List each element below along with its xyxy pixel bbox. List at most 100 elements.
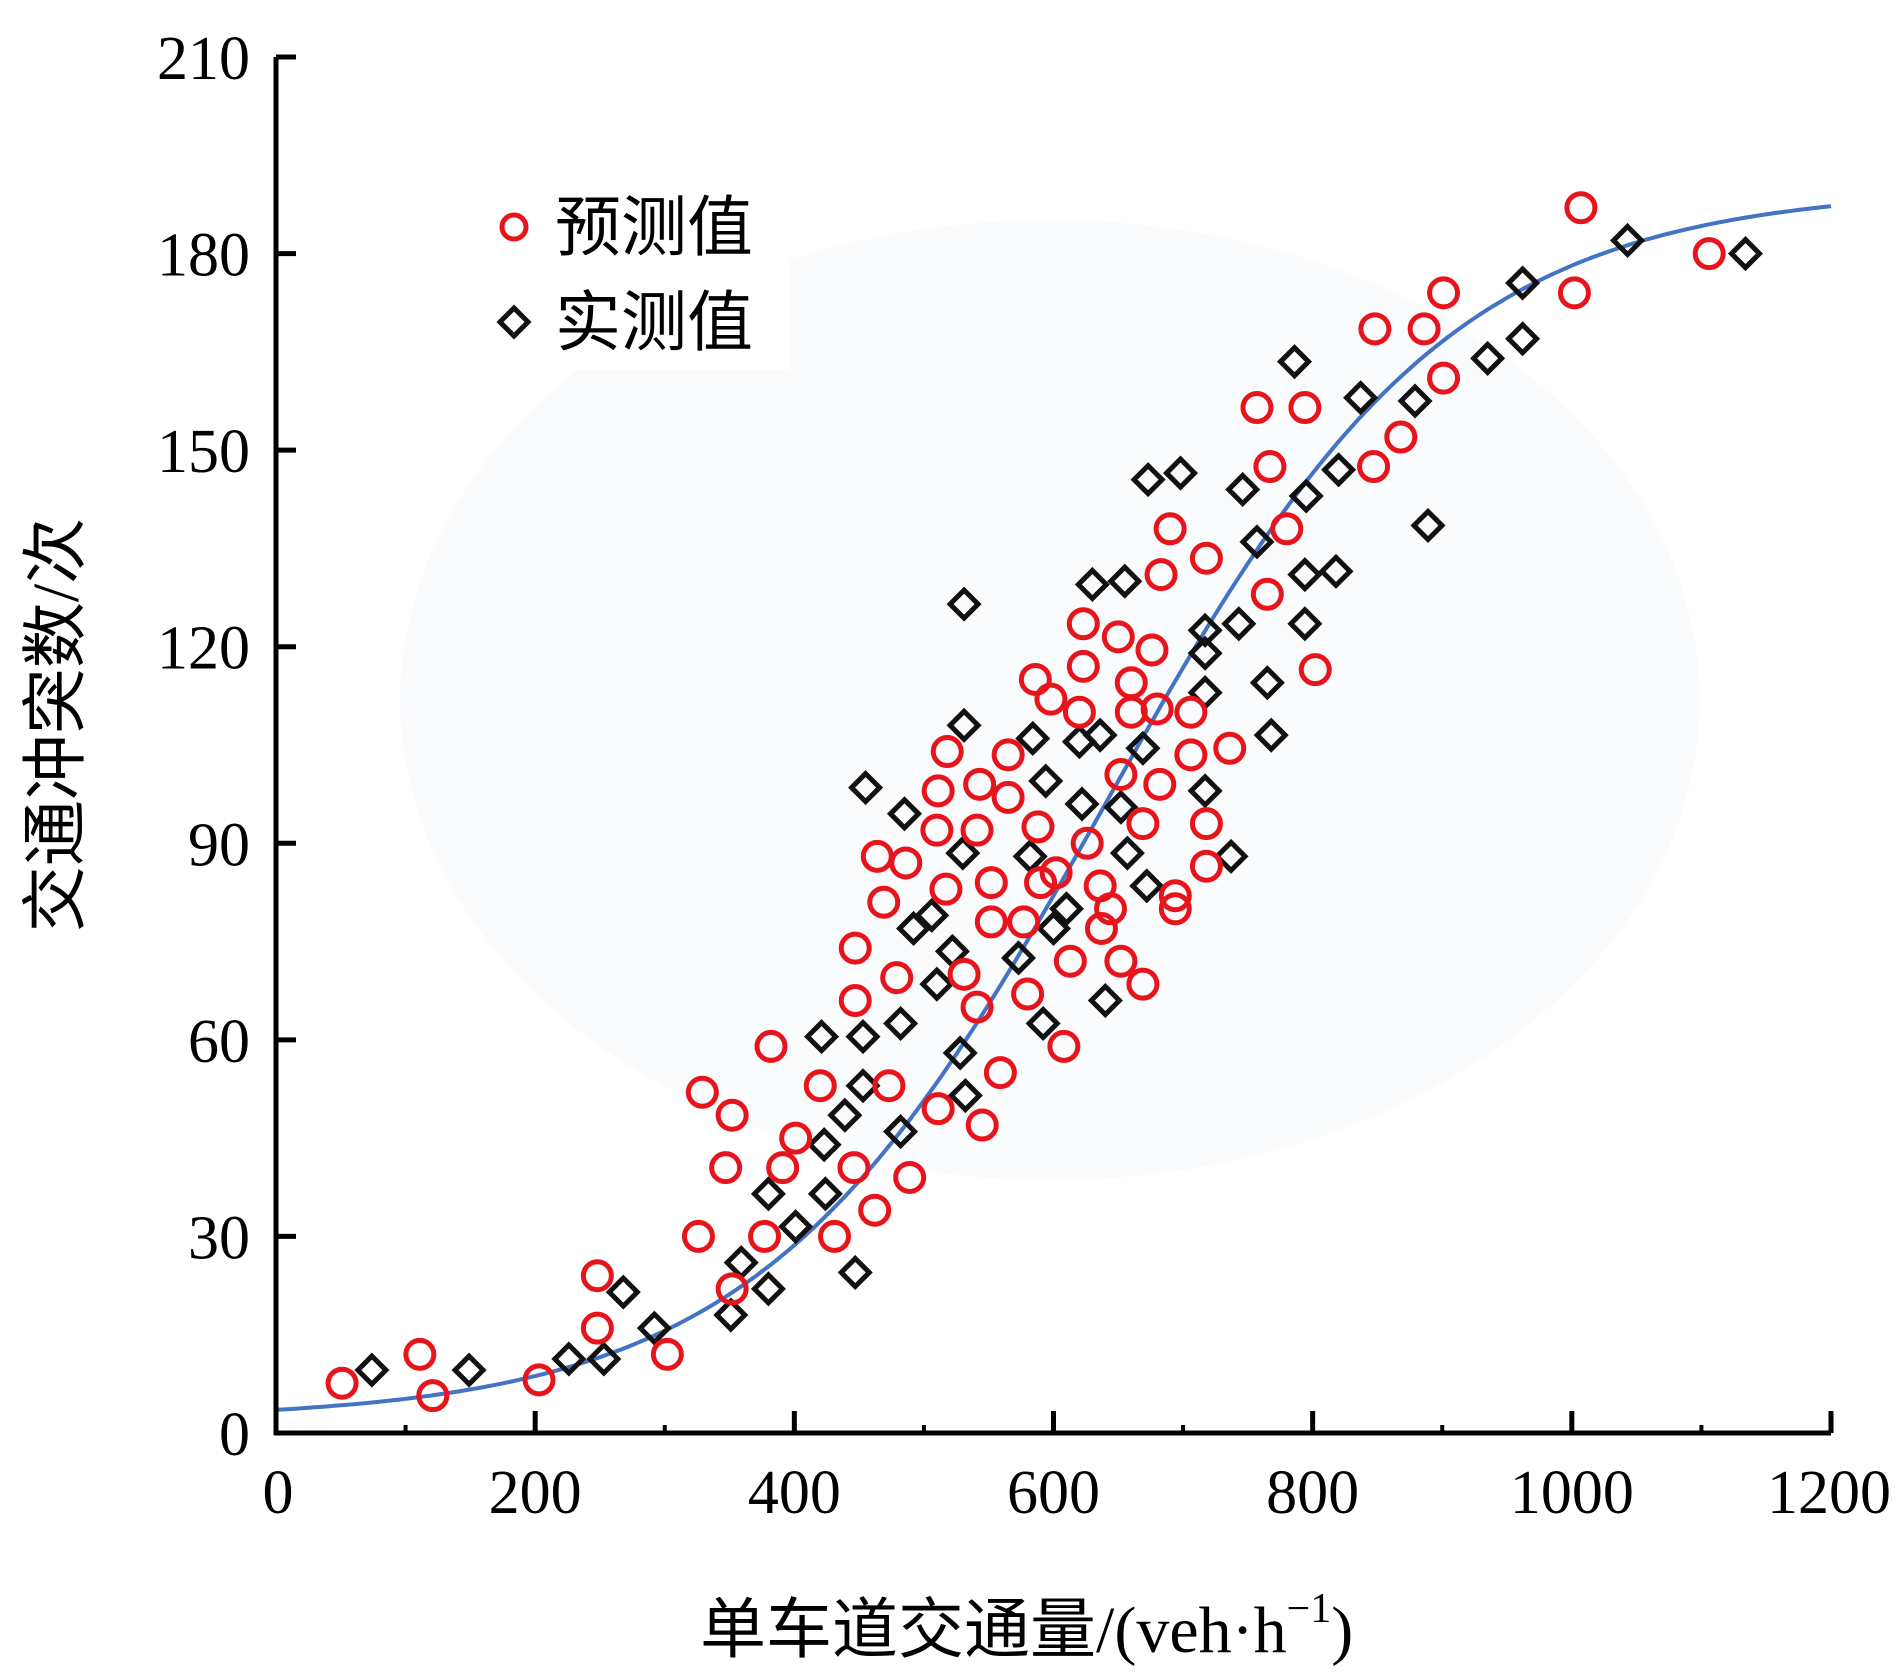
- measured-point: [451, 1352, 487, 1388]
- predicted-point: [1053, 944, 1087, 978]
- predicted-point: [1427, 361, 1461, 395]
- x-axis-title-superscript: −1: [1287, 1586, 1332, 1632]
- measured-point: [1000, 940, 1037, 976]
- measured-point: [946, 586, 982, 622]
- predicted-point: [921, 774, 955, 808]
- y-tick-label: 90: [188, 811, 250, 879]
- predicted-point: [1039, 856, 1073, 890]
- predicted-point: [1034, 682, 1068, 716]
- y-tick-label: 150: [157, 418, 250, 486]
- plot-background-haze: [400, 220, 1700, 1180]
- measured-point: [1025, 1005, 1061, 1042]
- predicted-point: [325, 1366, 359, 1400]
- predicted-point: [416, 1379, 450, 1413]
- predicted-point: [947, 957, 981, 991]
- predicted-point: [580, 1259, 614, 1293]
- predicted-point: [1158, 892, 1192, 926]
- measured-point: [946, 707, 982, 743]
- measured-point: [1087, 983, 1123, 1019]
- ticks: [276, 54, 1834, 1433]
- predicted-point: [889, 846, 923, 880]
- fit-curve-layer: [275, 204, 1832, 1412]
- measured-point: [605, 1274, 641, 1310]
- measured-point: [1505, 321, 1541, 357]
- measured-point: [1318, 553, 1354, 589]
- predicted-point: [1047, 1029, 1081, 1063]
- predicted-point: [681, 1219, 715, 1253]
- predicted-point: [1007, 905, 1041, 939]
- predicted-point: [766, 1151, 800, 1185]
- predicted-point: [1126, 807, 1160, 841]
- predicted-point: [960, 813, 994, 847]
- predicted-point: [403, 1337, 437, 1371]
- predicted-point: [1189, 849, 1223, 883]
- measured-point: [837, 1254, 873, 1291]
- measured-point: [827, 1097, 863, 1133]
- predicted-point: [1143, 767, 1177, 801]
- measured-point: [945, 835, 981, 871]
- x-tick-label: 400: [748, 1459, 841, 1527]
- measured-point: [848, 770, 884, 806]
- x-axis-title-main: 单车道交通量/(veh·h: [700, 1594, 1287, 1667]
- fit-curve: [275, 204, 1832, 1412]
- measured-point: [1287, 606, 1323, 642]
- y-axis-title: 交通冲突数/次: [20, 518, 93, 932]
- measured-point: [1610, 222, 1646, 259]
- measured-point: [1505, 265, 1541, 301]
- measured-point: [1225, 471, 1261, 507]
- predicted-point: [983, 1056, 1017, 1090]
- predicted-point: [963, 767, 997, 801]
- measured-point: [886, 796, 923, 832]
- measured-point: [1028, 763, 1064, 799]
- predicted-point: [974, 866, 1008, 900]
- measured-point: [1287, 557, 1323, 593]
- predicted-point: [1692, 237, 1726, 271]
- y-tick-label: 60: [188, 1008, 250, 1076]
- plot-area: [400, 220, 1700, 1180]
- predicted-point: [1174, 695, 1208, 729]
- predicted-point: [1070, 826, 1104, 860]
- measured-point: [750, 1271, 786, 1307]
- measured-point: [1074, 566, 1110, 603]
- x-axis-title: 单车道交通量/(veh·h−1): [700, 1586, 1353, 1667]
- predicted-point: [880, 961, 914, 995]
- measured-point: [1130, 462, 1166, 498]
- legend-background: [470, 200, 790, 370]
- predicted-point: [715, 1272, 749, 1306]
- x-tick-label: 0: [263, 1459, 294, 1527]
- legend-diamond-icon: [496, 304, 532, 340]
- tick-labels: 0 30 60 90 120 150 180 210 0 200 400 600 800 1000 1200: [157, 25, 1891, 1527]
- measured-point: [947, 1078, 983, 1114]
- predicted-point: [1358, 312, 1392, 346]
- measured-point: [883, 1005, 919, 1042]
- measured-point: [1276, 344, 1313, 380]
- measured-point: [1239, 524, 1275, 560]
- measured-point: [942, 1035, 978, 1071]
- predicted-point: [1189, 541, 1223, 575]
- measured-point: [1249, 665, 1285, 701]
- measured-point: [845, 1019, 881, 1055]
- measured-point: [919, 966, 955, 1002]
- predicted-point: [754, 1029, 788, 1063]
- predicted-point: [974, 905, 1008, 939]
- measured-point: [1288, 478, 1324, 514]
- y-tick-label: 0: [219, 1401, 250, 1469]
- predicted-point: [930, 735, 964, 769]
- predicted-point: [1153, 512, 1187, 546]
- measured-point: [806, 1127, 842, 1163]
- measured-point: [1109, 835, 1145, 871]
- measured-point: [1082, 717, 1118, 753]
- predicted-point: [960, 990, 994, 1024]
- predicted-point: [685, 1075, 719, 1109]
- predicted-point: [818, 1219, 852, 1253]
- measured-point: [1103, 789, 1139, 825]
- predicted-point: [1018, 662, 1052, 696]
- measured-point: [1727, 236, 1764, 272]
- measured-point: [1213, 838, 1249, 874]
- predicted-point: [837, 1151, 871, 1185]
- predicted-point: [1135, 633, 1169, 667]
- predicted-point: [779, 1121, 813, 1155]
- predicted-point: [1250, 577, 1284, 611]
- predicted-point: [522, 1363, 556, 1397]
